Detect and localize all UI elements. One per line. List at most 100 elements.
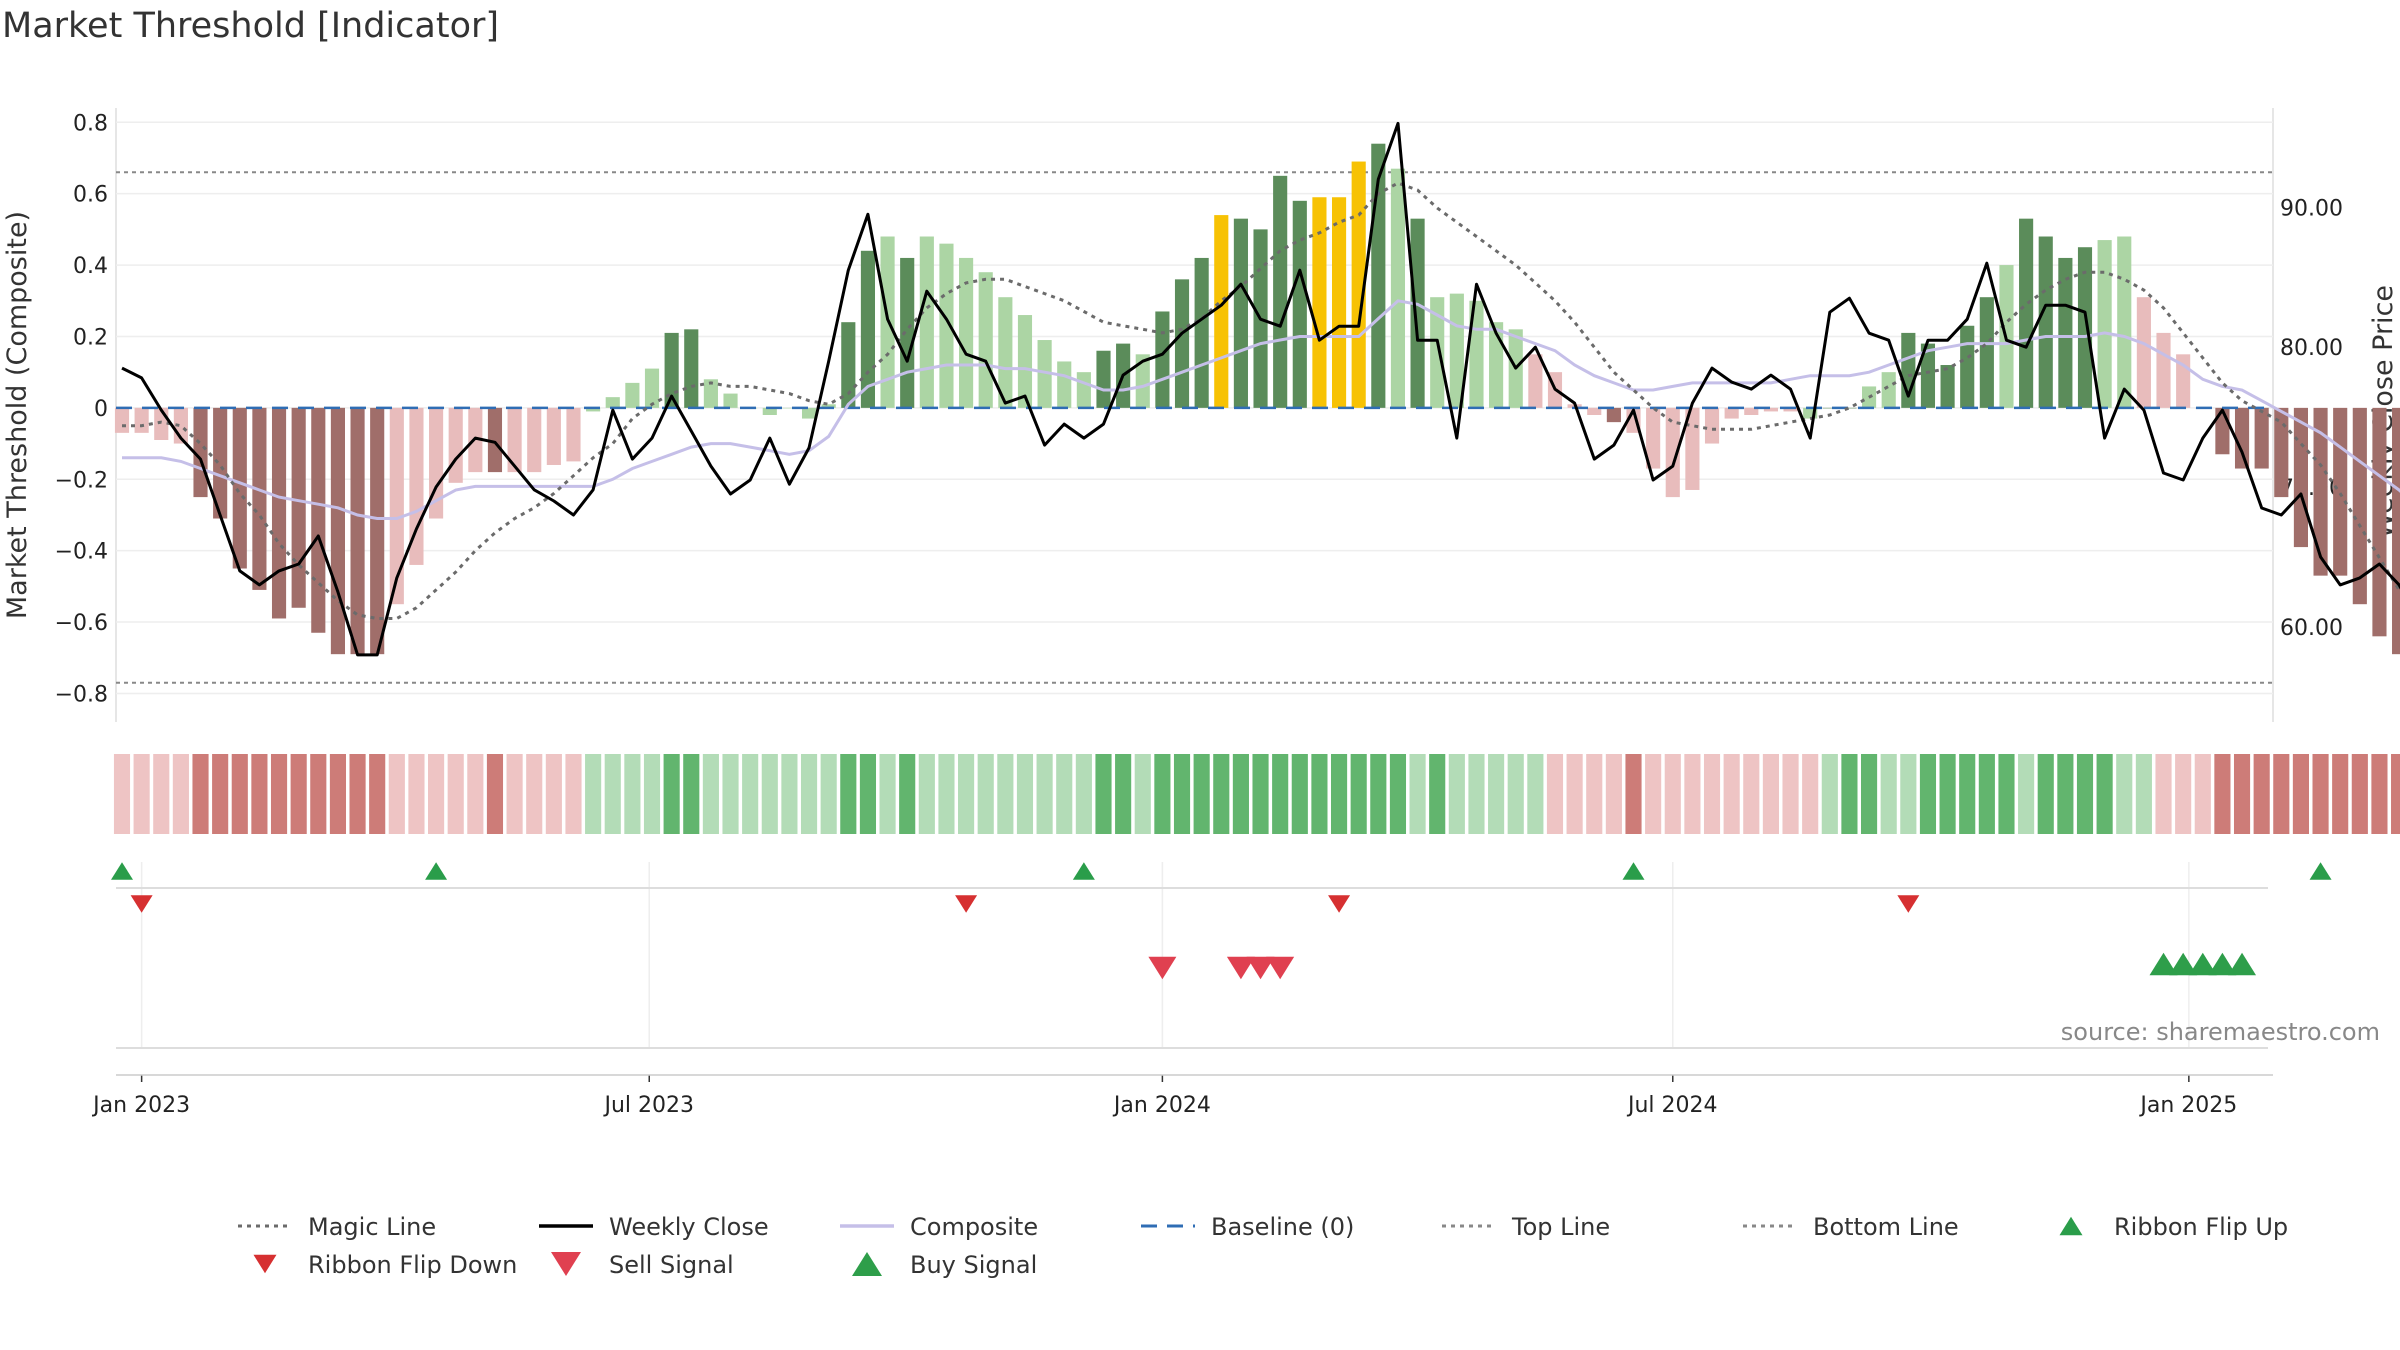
ribbon-cell <box>565 754 582 834</box>
composite-bar <box>959 257 974 408</box>
left-y-tick-label: −0.6 <box>55 611 108 636</box>
ribbon-cell <box>879 754 896 834</box>
composite-bar <box>1292 200 1307 408</box>
ribbon-cell <box>2332 754 2349 834</box>
ribbon-flip-up-marker <box>1072 862 1095 880</box>
chart-title: Market Threshold [Indicator] <box>2 6 500 46</box>
composite-bar <box>193 407 208 498</box>
composite-bar <box>1704 407 1720 444</box>
ribbon-cell <box>997 754 1014 834</box>
legend-label: Top Line <box>1511 1213 1610 1241</box>
ribbon-cell <box>1998 754 2015 834</box>
ribbon-flip-down-marker <box>1897 895 1920 913</box>
composite-bar <box>1940 365 1955 408</box>
ribbon-cell <box>2076 754 2094 834</box>
ribbon-cell <box>2175 754 2192 834</box>
composite-bar <box>154 407 169 440</box>
ribbon-flip-up-marker <box>2309 862 2332 880</box>
ribbon-cell <box>2057 754 2074 834</box>
ribbon-cell <box>1507 754 1524 834</box>
x-tick-label: Jul 2024 <box>1626 1093 1718 1118</box>
composite-bar <box>2372 407 2387 637</box>
ribbon-cell <box>1527 754 1544 834</box>
composite-bar <box>821 404 836 408</box>
ribbon-cell <box>1370 754 1387 834</box>
composite-bar <box>330 407 345 655</box>
composite-bar <box>684 329 699 408</box>
composite-bar <box>2136 297 2151 408</box>
buy-signal-marker <box>2228 952 2257 976</box>
composite-bar <box>1351 161 1366 408</box>
magic-line <box>122 181 2400 620</box>
ribbon-cell <box>172 754 189 834</box>
ribbon-cell <box>1586 754 1603 834</box>
legend-swatch <box>852 1252 882 1276</box>
ribbon-cell <box>643 754 661 834</box>
ribbon-cell <box>1861 754 1878 834</box>
composite-bar <box>213 407 228 519</box>
composite-bar <box>134 407 149 433</box>
composite-bar <box>1017 315 1033 408</box>
ribbon-cell <box>369 754 386 834</box>
composite-bar <box>114 407 130 433</box>
ribbon-cell <box>270 754 288 834</box>
left-y-tick-label: 0.4 <box>73 254 108 279</box>
composite-bar <box>448 407 463 483</box>
composite-bar <box>271 407 287 619</box>
ribbon-cell <box>1762 754 1779 834</box>
ribbon-flip-up-marker <box>111 862 133 880</box>
buy-signal-marker <box>2188 952 2217 976</box>
ribbon-cell <box>290 754 307 834</box>
composite-bar <box>998 297 1013 408</box>
ribbon-cell <box>918 754 935 834</box>
ribbon-cell <box>133 754 150 834</box>
ribbon-cell <box>1723 754 1740 834</box>
composite-bar <box>1194 257 1209 408</box>
composite-bar <box>252 407 267 590</box>
composite-bar <box>389 407 404 605</box>
composite-bar <box>644 368 660 408</box>
ribbon-cell <box>1743 754 1760 834</box>
ribbon-flip-down-marker <box>1328 895 1351 913</box>
composite-bar <box>1744 407 1759 415</box>
ribbon-cell <box>1429 754 1446 834</box>
composite-bar <box>1312 197 1327 408</box>
composite-bar <box>1803 407 1818 419</box>
ribbon-cell <box>467 754 484 834</box>
ribbon-cell <box>506 754 523 834</box>
ribbon-cell <box>2096 754 2113 834</box>
ribbon-cell <box>2312 754 2329 834</box>
ribbon-cell <box>859 754 877 834</box>
composite-bar <box>350 407 365 655</box>
ribbon-cell <box>1291 754 1308 834</box>
ribbon-cell <box>663 754 680 834</box>
ribbon-cell <box>349 754 366 834</box>
sell-signal-marker <box>1148 956 1177 980</box>
sell-signal-marker <box>1226 956 1255 980</box>
ribbon-cell <box>800 754 818 834</box>
composite-bar <box>2274 407 2289 498</box>
ribbon-cell <box>1821 754 1838 834</box>
composite-bar <box>2392 407 2400 655</box>
ribbon-cell <box>1978 754 1995 834</box>
composite-bar <box>527 407 542 473</box>
ribbon-cell <box>1959 754 1976 834</box>
sell-signal-marker <box>1266 956 1295 980</box>
composite-bar <box>370 407 385 655</box>
ribbon-cell <box>388 754 405 834</box>
ribbon-flip-up-marker <box>425 862 448 880</box>
composite-bar <box>1430 297 1445 408</box>
ribbon-cell <box>2273 754 2290 834</box>
composite-bar <box>409 407 424 565</box>
weekly-close-line <box>121 121 2400 657</box>
right-y-tick-label: 60.00 <box>2280 616 2343 641</box>
ribbon-flip-up-marker <box>1622 862 1645 880</box>
ribbon-cell <box>1350 754 1367 834</box>
ribbon-cell <box>310 754 327 834</box>
composite-bar <box>2293 407 2308 548</box>
ribbon-cell <box>526 754 543 834</box>
ribbon-cell <box>1272 754 1289 834</box>
ribbon-cell <box>2135 754 2152 834</box>
ribbon-cell <box>1115 754 1132 834</box>
composite-bar <box>1606 407 1621 423</box>
